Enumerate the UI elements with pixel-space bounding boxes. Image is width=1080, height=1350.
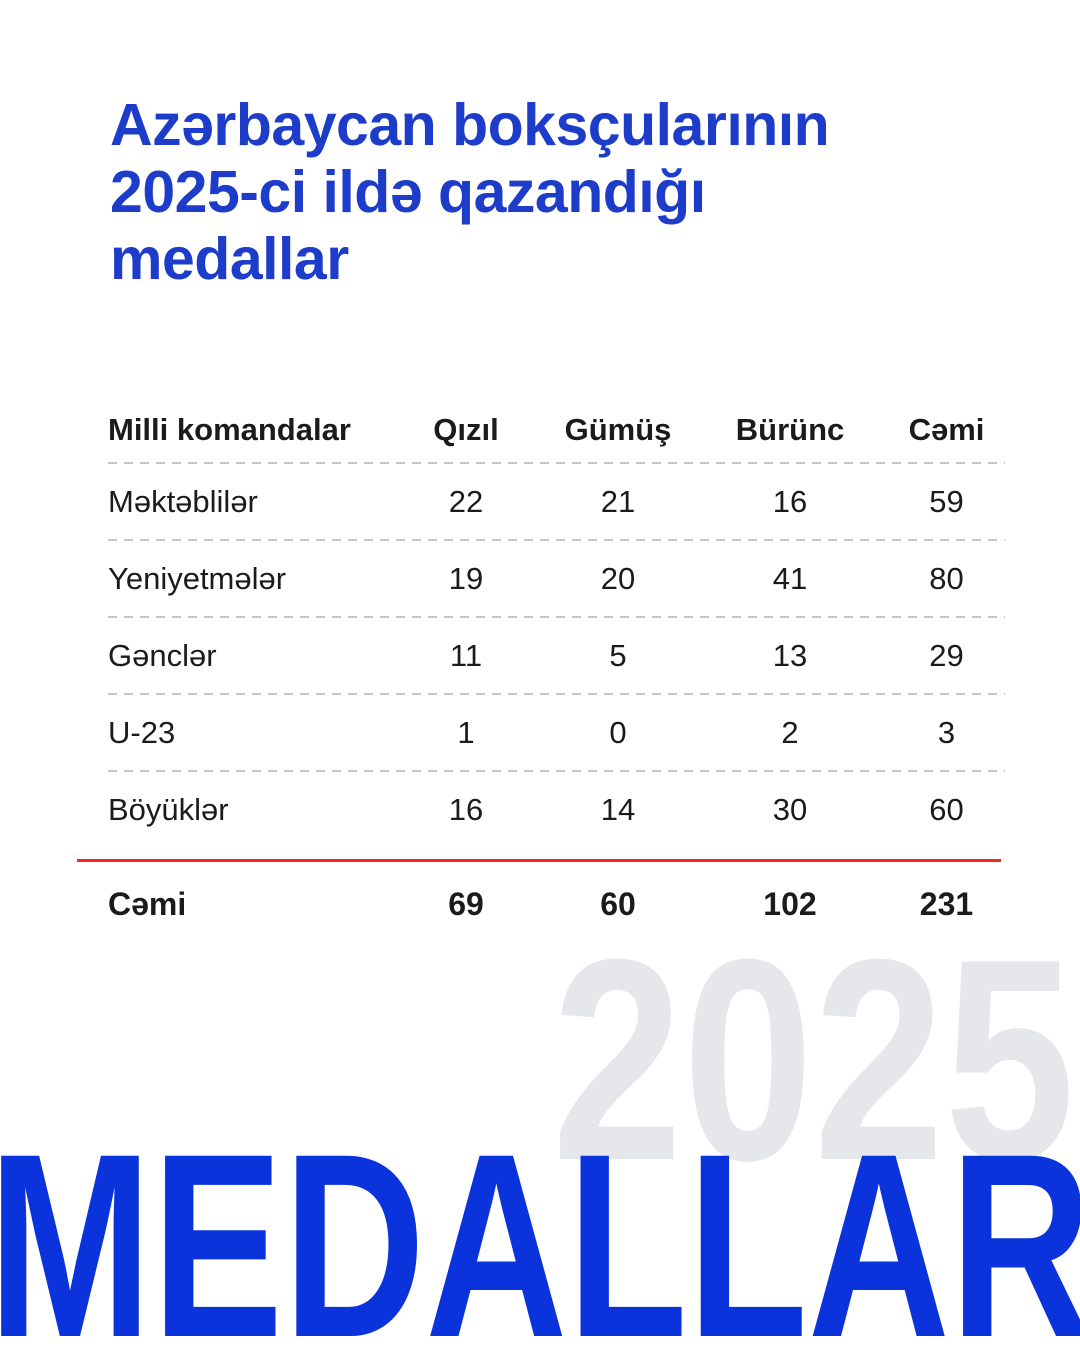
column-header-silver: Gümüş [564, 412, 672, 447]
team-label: Yeniyetmələr [108, 560, 287, 596]
footer-word-text: MEDALLAR [0, 1099, 1080, 1350]
column-header-teams: Milli komandalar [108, 412, 351, 447]
page-title: Azərbaycan boksçularının 2025-ci ildə qa… [110, 92, 830, 293]
total-sum-value: 231 [919, 885, 974, 922]
bronze-value: 41 [772, 560, 808, 596]
title-line-3: medallar [110, 226, 349, 292]
table-row-u23: U-23 1 0 2 3 [108, 695, 1005, 770]
total-value: 3 [937, 714, 956, 750]
team-label: U-23 [108, 714, 176, 750]
column-header-total: Cəmi [908, 412, 985, 447]
total-divider-line [77, 859, 1001, 862]
watermark-year-text: 2025 [552, 899, 1075, 1220]
total-value: 60 [929, 791, 964, 827]
total-bronze-value: 102 [763, 885, 817, 922]
footer-word: MEDALLAR [0, 1099, 1080, 1350]
team-label: Böyüklər [108, 791, 229, 827]
total-gold-value: 69 [448, 885, 484, 922]
gold-value: 11 [449, 637, 483, 673]
column-header-bronze: Bürünc [735, 412, 845, 447]
silver-value: 21 [600, 483, 636, 519]
gold-value: 22 [448, 483, 484, 519]
column-header-gold: Qızıl [433, 412, 499, 447]
gold-value: 16 [448, 791, 484, 827]
medal-table: Milli komandalar Qızıl Gümüş Bürünc Cəmi… [77, 398, 1005, 946]
title-line-1: Azərbaycan boksçularının [110, 92, 830, 158]
silver-value: 20 [600, 560, 636, 596]
table-row-yeniyetmeler: Yeniyetmələr 19 20 41 80 [108, 541, 1005, 616]
team-label: Gənclər [108, 637, 217, 673]
table-row-gencler: Gənclər 11 5 13 29 [108, 618, 1005, 693]
watermark-year: 2025 [552, 899, 1075, 1220]
bronze-value: 2 [781, 714, 799, 750]
silver-value: 14 [600, 791, 636, 827]
table-row-mektebliler: Məktəblilər 22 21 16 59 [108, 464, 1005, 539]
bronze-value: 16 [772, 483, 808, 519]
total-silver-value: 60 [600, 885, 636, 922]
row-divider [108, 693, 1005, 695]
total-value: 29 [929, 637, 964, 673]
total-label: Cəmi [108, 885, 187, 922]
team-label: Məktəblilər [108, 483, 258, 519]
row-divider [108, 770, 1005, 772]
silver-value: 0 [609, 714, 627, 750]
title-line-2: 2025-ci ildə qazandığı [110, 159, 706, 225]
silver-value: 5 [609, 637, 627, 673]
row-divider [108, 462, 1005, 464]
bronze-value: 13 [772, 637, 808, 673]
row-divider [108, 616, 1005, 618]
total-value: 80 [929, 560, 964, 596]
gold-value: 1 [457, 714, 475, 750]
row-divider [108, 539, 1005, 541]
table-row-boyukler: Böyüklər 16 14 30 60 [108, 772, 1005, 847]
bronze-value: 30 [772, 791, 808, 827]
total-value: 59 [929, 483, 964, 519]
table-header-row: Milli komandalar Qızıl Gümüş Bürünc Cəmi [108, 398, 1005, 462]
gold-value: 19 [448, 560, 484, 596]
table-total-row: Cəmi 69 60 102 231 [108, 862, 1005, 946]
